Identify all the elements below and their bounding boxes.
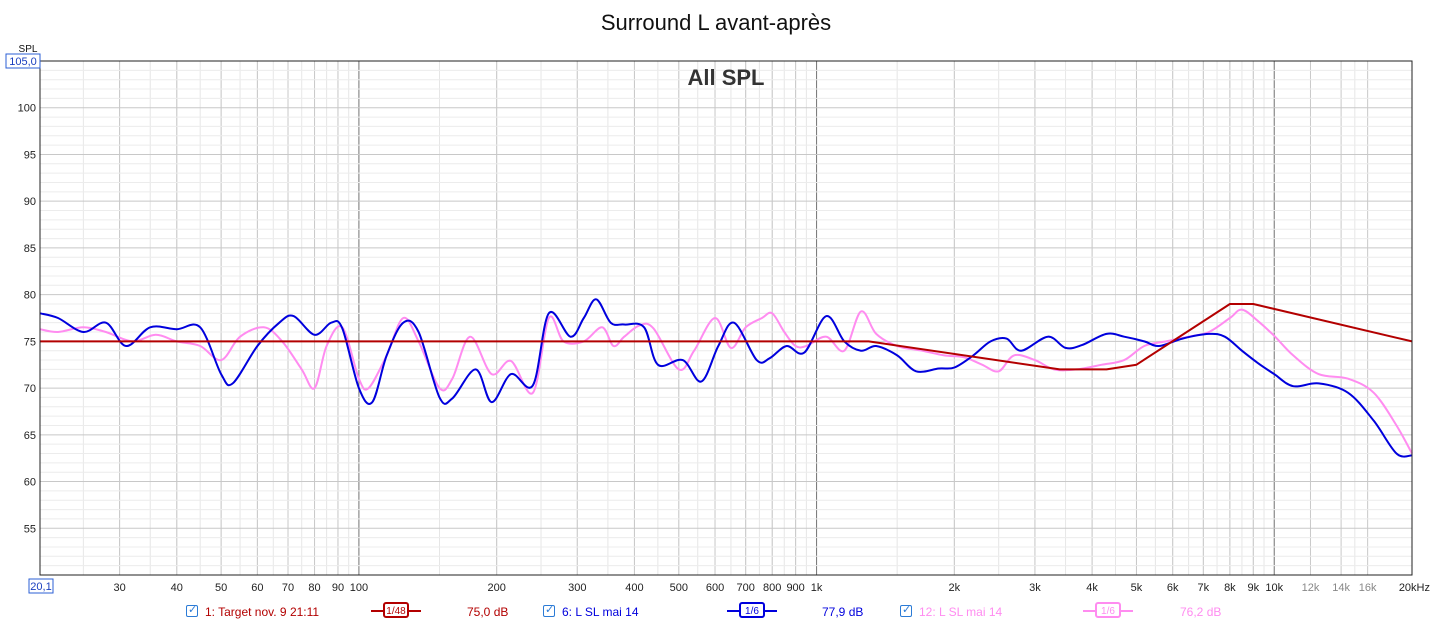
y-tick-label: 95 xyxy=(24,149,36,161)
series-2-smoothing: 1/6 xyxy=(739,602,765,618)
x-tick-label: 600 xyxy=(706,582,724,594)
x-tick-label: 200 xyxy=(487,582,505,594)
x-tick-label: 6k xyxy=(1167,582,1179,594)
x-tick-label: 80 xyxy=(308,582,320,594)
x-tick-label: 70 xyxy=(282,582,294,594)
x-min-box[interactable] xyxy=(28,578,54,594)
x-tick-label: 300 xyxy=(568,582,586,594)
x-tick-label: 3k xyxy=(1029,582,1041,594)
x-tick-label: 12k xyxy=(1302,582,1320,594)
x-tick-label: 30 xyxy=(113,582,125,594)
x-tick-label: 14k xyxy=(1332,582,1350,594)
x-tick-label: 90 xyxy=(332,582,344,594)
y-tick-label: 100 xyxy=(18,103,36,115)
series-2-smoothing-selector[interactable]: 1/6 xyxy=(727,602,777,620)
x-tick-label: 60 xyxy=(251,582,263,594)
y-tick-label: 80 xyxy=(24,290,36,302)
x-min-value: 20,1 xyxy=(30,581,51,593)
y-tick-label: 90 xyxy=(24,196,36,208)
series-layer xyxy=(39,298,1413,458)
plot-area-border xyxy=(39,60,1413,576)
x-tick-label: 1k xyxy=(811,582,823,594)
x-tick-label: 50 xyxy=(215,582,227,594)
x-tick-label: 800 xyxy=(763,582,781,594)
series-3-name: 12: L SL mai 14 xyxy=(919,605,1003,619)
series-1-smoothing-selector[interactable]: 1/48 xyxy=(371,602,421,620)
series-2-level: 77,9 dB xyxy=(822,605,864,619)
x-tick-label: 700 xyxy=(736,582,754,594)
x-tick-label: 9k xyxy=(1247,582,1259,594)
series-line-3 xyxy=(39,308,1413,454)
series-3-level: 76,2 dB xyxy=(1180,605,1222,619)
spl-chart: Surround L avant-après 55 60 65 70 75 80 85 90 9… xyxy=(5,10,1430,594)
series-line-2 xyxy=(39,298,1413,458)
x-tick-label: 40 xyxy=(171,582,183,594)
series-3-smoothing-selector[interactable]: 1/6 xyxy=(1083,602,1133,620)
y-axis-label: SPL xyxy=(19,44,38,55)
x-tick-label: 500 xyxy=(670,582,688,594)
x-tick-label: 8k xyxy=(1224,582,1236,594)
series-3-smoothing: 1/6 xyxy=(1095,602,1121,618)
x-tick-label: 16k xyxy=(1359,582,1377,594)
x-tick-label: 10k xyxy=(1265,582,1283,594)
x-tick-label: 400 xyxy=(625,582,643,594)
axis-labels: 55 60 65 70 75 80 85 90 95 100 30 40 50 60 70 80 90 100 20… xyxy=(18,103,1430,594)
y-max-box[interactable] xyxy=(5,53,41,69)
series-3-checkbox[interactable] xyxy=(900,603,912,617)
y-max-value: 105,0 xyxy=(9,56,37,68)
x-tick-label: 100 xyxy=(350,582,368,594)
chart-annotation: All SPL xyxy=(687,65,764,90)
grid xyxy=(40,61,1412,575)
y-tick-label: 60 xyxy=(24,477,36,489)
series-1-smoothing: 1/48 xyxy=(383,602,409,618)
x-tick-label: 4k xyxy=(1086,582,1098,594)
chart-title: Surround L avant-après xyxy=(601,10,831,35)
series-1-checkbox[interactable] xyxy=(186,603,198,617)
legend: 1: Target nov. 9 21:11 1/48 75,0 dB 6: L… xyxy=(0,600,1433,625)
y-tick-label: 55 xyxy=(24,523,36,535)
series-1-name: 1: Target nov. 9 21:11 xyxy=(205,605,320,619)
y-tick-label: 65 xyxy=(24,430,36,442)
series-2-name: 6: L SL mai 14 xyxy=(562,605,639,619)
y-tick-label: 75 xyxy=(24,336,36,348)
series-2-checkbox[interactable] xyxy=(543,603,555,617)
x-tick-label: 900 xyxy=(786,582,804,594)
y-tick-label: 70 xyxy=(24,383,36,395)
x-tick-label: 2k xyxy=(949,582,961,594)
series-line-1 xyxy=(40,303,1413,371)
x-tick-label: 20kHz xyxy=(1399,582,1430,594)
y-tick-label: 85 xyxy=(24,243,36,255)
x-tick-label: 7k xyxy=(1198,582,1210,594)
x-tick-label: 5k xyxy=(1131,582,1143,594)
series-1-level: 75,0 dB xyxy=(467,605,509,619)
